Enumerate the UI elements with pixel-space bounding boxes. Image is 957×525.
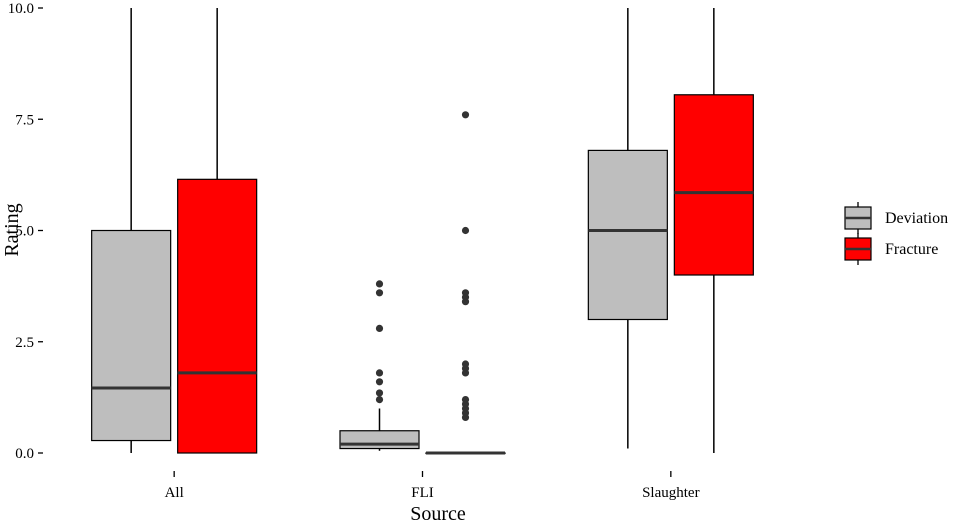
outlier-point: [375, 396, 384, 404]
y-tick-label: 7.5: [15, 112, 34, 128]
x-tick-label: All: [165, 485, 184, 501]
outlier-point: [375, 289, 384, 297]
outlier-point: [461, 226, 470, 235]
boxes: [91, 8, 754, 455]
y-tick-label: 5.0: [15, 224, 34, 240]
outlier-point: [461, 396, 470, 404]
outlier-point: [375, 378, 384, 386]
y-tick-label: 0.0: [15, 446, 34, 462]
outlier-point: [461, 360, 470, 368]
outlier-point: [375, 324, 384, 332]
outlier-point: [375, 389, 384, 397]
y-axis-title: Rating: [1, 203, 23, 256]
y-tick-label: 2.5: [15, 335, 34, 351]
box-group: [425, 111, 506, 455]
box-iqr: [339, 430, 420, 450]
outlier-point: [375, 280, 384, 288]
x-axis-title: Source: [410, 503, 466, 525]
x-tick-label: FLI: [411, 485, 434, 501]
x-tick-label: Slaughter: [642, 485, 700, 501]
box-group: [673, 8, 754, 453]
legend-label: Deviation: [885, 210, 948, 227]
box-iqr: [587, 149, 668, 321]
outlier-point: [461, 289, 470, 297]
x-ticks: All FLI Slaughter: [165, 471, 700, 501]
box-group: [587, 8, 668, 449]
outlier-point: [375, 369, 384, 377]
outlier-point: [461, 111, 470, 119]
box-iqr: [177, 178, 258, 454]
box-group: [177, 8, 258, 454]
y-ticks: 0.0 2.5 5.0 7.5 10.0: [8, 1, 43, 462]
legend-label: Fracture: [885, 241, 938, 258]
box-group: [339, 280, 420, 451]
y-tick-label: 10.0: [8, 1, 34, 17]
legend: Deviation Fracture: [844, 202, 948, 265]
box-group: [91, 8, 172, 453]
box-iqr: [673, 94, 754, 276]
box-iqr: [91, 229, 172, 442]
